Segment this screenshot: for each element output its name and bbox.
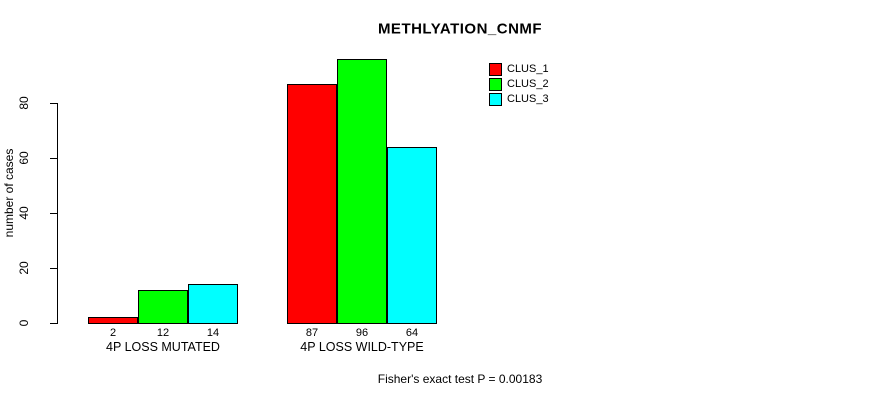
y-axis-tick-label: 40 xyxy=(17,206,31,220)
legend-swatch-clus_3 xyxy=(489,93,502,106)
legend-row: CLUS_3 xyxy=(489,93,549,106)
y-axis-tick-label: 0 xyxy=(17,319,31,327)
bar-value-label: 87 xyxy=(305,327,319,339)
bar-value-label: 64 xyxy=(405,327,419,339)
chart-title: METHLYATION_CNMF xyxy=(377,20,543,38)
y-axis-tick xyxy=(50,323,58,324)
bar-value-label: 96 xyxy=(355,327,369,339)
bar-clus_3-1 xyxy=(188,284,238,324)
bar-value-label: 2 xyxy=(109,327,117,339)
bar-clus_2-2 xyxy=(337,59,387,324)
y-axis-tick xyxy=(50,103,58,104)
legend-swatch-clus_2 xyxy=(489,78,502,91)
legend: CLUS_1 CLUS_2 CLUS_3 xyxy=(489,63,549,108)
legend-label: CLUS_2 xyxy=(507,78,549,90)
bar-value-label: 14 xyxy=(206,327,220,339)
bar-clus_2-1 xyxy=(138,290,188,324)
legend-row: CLUS_2 xyxy=(489,78,549,91)
legend-row: CLUS_1 xyxy=(489,63,549,76)
x-category-label: 4P LOSS WILD-TYPE xyxy=(300,340,424,354)
y-axis-tick xyxy=(50,158,58,159)
bar-value-label: 12 xyxy=(156,327,170,339)
legend-swatch-clus_1 xyxy=(489,63,502,76)
y-axis-tick-label: 80 xyxy=(17,96,31,110)
y-axis-tick-label: 60 xyxy=(17,151,31,165)
legend-label: CLUS_3 xyxy=(507,93,549,105)
y-axis-title: number of cases xyxy=(2,148,16,238)
y-axis-tick xyxy=(50,213,58,214)
bar-clus_1-1 xyxy=(88,317,138,324)
legend-label: CLUS_1 xyxy=(507,63,549,75)
y-axis-tick-label: 20 xyxy=(17,261,31,275)
stat-annotation: Fisher's exact test P = 0.00183 xyxy=(377,372,543,386)
y-axis-tick xyxy=(50,268,58,269)
x-category-label: 4P LOSS MUTATED xyxy=(106,340,220,354)
bar-clus_1-2 xyxy=(287,84,337,324)
bar-clus_3-2 xyxy=(387,147,437,324)
